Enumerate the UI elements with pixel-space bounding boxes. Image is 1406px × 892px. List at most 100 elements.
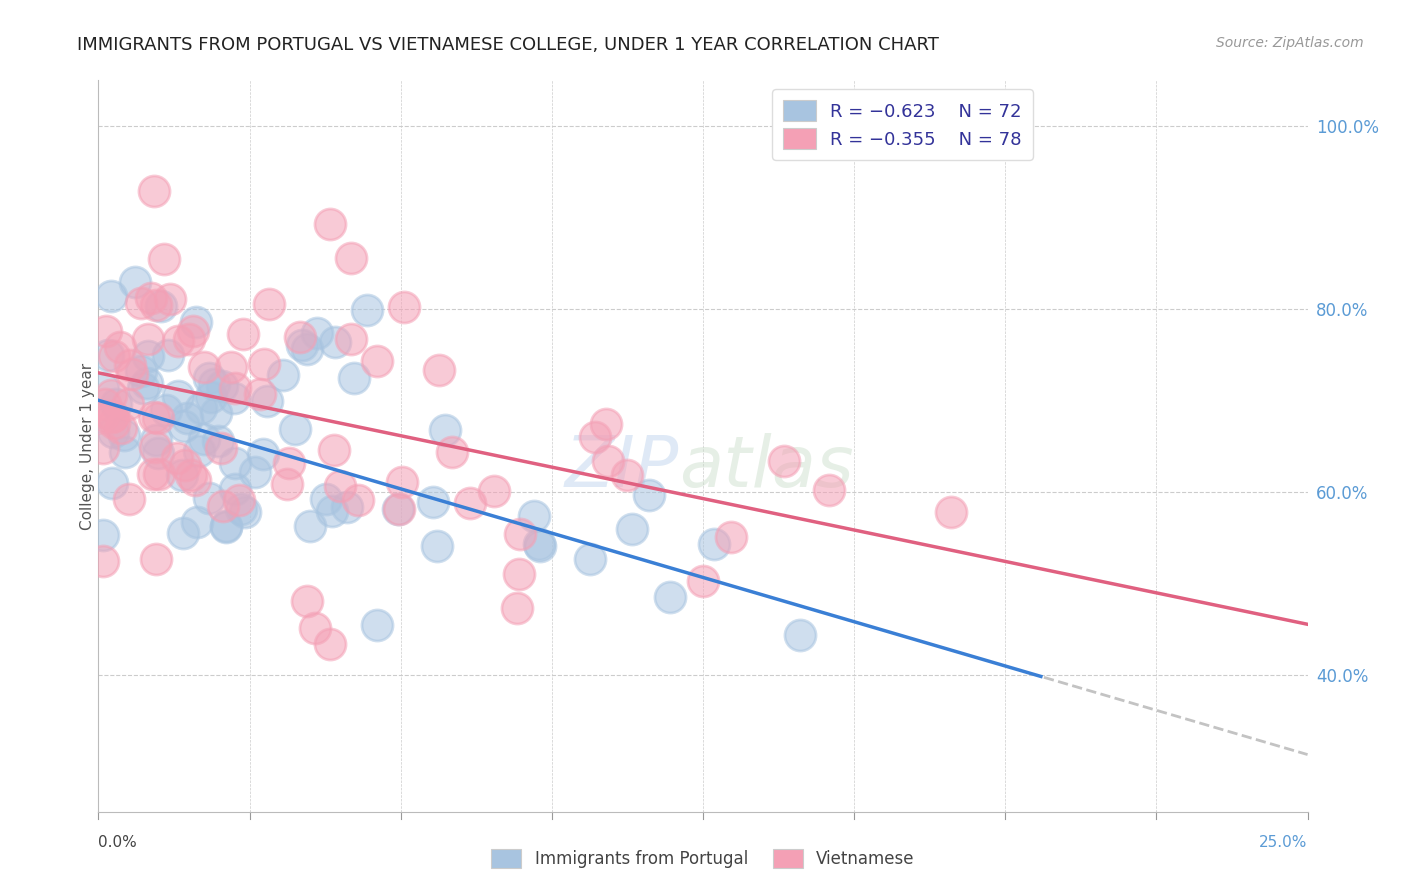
Point [166,451,188,466]
Point [209,441,232,455]
Point [180,468,202,483]
Point [229,501,252,516]
Point [145,440,167,454]
Point [224,391,246,405]
Point [252,447,274,461]
Point [340,251,363,265]
Point [387,502,409,516]
Point [114,445,136,459]
Point [290,329,312,343]
Point [703,537,725,551]
Point [284,422,307,436]
Point [100,388,122,402]
Y-axis label: College, Under 1 year: College, Under 1 year [80,362,94,530]
Point [319,637,342,651]
Point [243,465,266,479]
Point [319,217,342,231]
Text: Source: ZipAtlas.com: Source: ZipAtlas.com [1216,36,1364,50]
Point [211,379,233,393]
Point [120,358,142,372]
Point [224,380,246,394]
Point [579,552,602,566]
Point [228,492,250,507]
Point [233,505,256,519]
Point [198,370,221,384]
Point [117,491,139,506]
Point [148,467,170,482]
Point [153,252,176,266]
Point [91,441,114,455]
Point [818,483,841,498]
Point [505,600,527,615]
Point [101,409,124,423]
Point [174,458,197,473]
Point [184,474,207,488]
Point [215,519,238,533]
Point [97,348,120,362]
Point [94,324,117,338]
Point [529,537,551,551]
Point [91,409,114,423]
Point [121,368,143,382]
Point [103,417,125,431]
Point [616,468,638,483]
Point [224,456,246,470]
Point [509,527,531,541]
Text: 25.0%: 25.0% [1260,835,1308,849]
Point [198,491,221,505]
Point [142,410,165,425]
Point [596,454,619,468]
Legend: R = −0.623    N = 72, R = −0.355    N = 78: R = −0.623 N = 72, R = −0.355 N = 78 [772,89,1032,160]
Legend: Immigrants from Portugal, Vietnamese: Immigrants from Portugal, Vietnamese [485,842,921,875]
Text: 0.0%: 0.0% [98,835,138,849]
Point [342,371,364,385]
Point [253,357,276,371]
Point [159,293,181,307]
Point [273,368,295,383]
Point [167,389,190,403]
Point [167,334,190,349]
Point [298,518,321,533]
Point [249,387,271,401]
Point [186,315,208,329]
Point [146,446,169,460]
Point [304,621,326,635]
Point [434,423,457,437]
Point [156,348,179,362]
Point [482,484,505,499]
Point [105,397,128,411]
Point [460,496,482,510]
Point [366,617,388,632]
Point [146,411,169,425]
Point [124,275,146,289]
Point [508,567,530,582]
Point [583,430,606,444]
Point [181,324,204,338]
Point [224,482,246,496]
Point [139,291,162,305]
Point [440,445,463,459]
Point [291,338,314,352]
Point [295,594,318,608]
Point [117,397,139,411]
Point [145,433,167,447]
Point [193,359,215,374]
Point [205,407,228,421]
Point [142,467,165,481]
Point [340,332,363,346]
Point [91,381,114,395]
Point [172,468,194,483]
Text: atlas: atlas [679,434,853,502]
Point [307,326,329,341]
Text: IMMIGRANTS FROM PORTUGAL VS VIETNAMESE COLLEGE, UNDER 1 YEAR CORRELATION CHART: IMMIGRANTS FROM PORTUGAL VS VIETNAMESE C… [77,36,939,54]
Point [176,411,198,425]
Point [321,504,343,518]
Point [256,393,278,408]
Point [172,526,194,541]
Point [232,326,254,341]
Point [259,297,281,311]
Point [638,488,661,502]
Point [108,340,131,354]
Point [188,444,211,458]
Point [103,349,125,363]
